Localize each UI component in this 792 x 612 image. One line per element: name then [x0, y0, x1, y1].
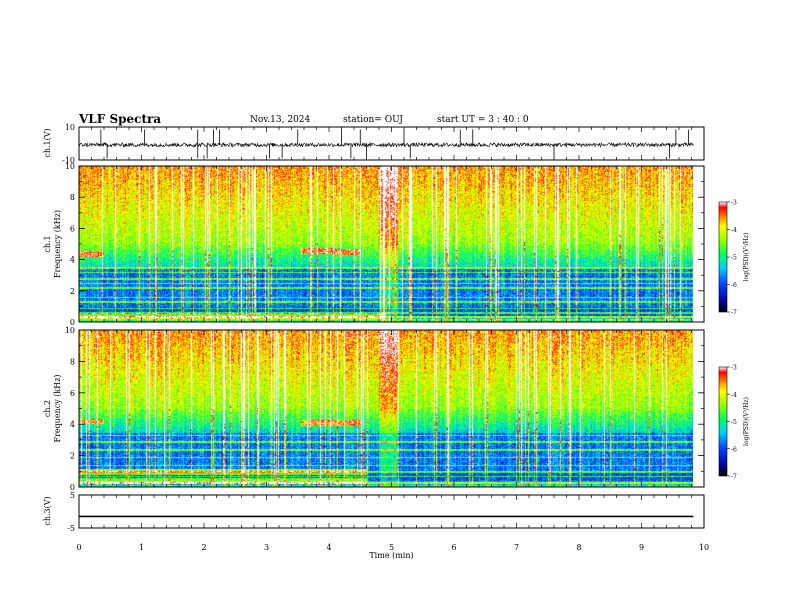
x-tick-label: 9 — [639, 543, 644, 552]
x-tick-label: 0 — [76, 543, 81, 552]
x-tick-label: 5 — [389, 543, 394, 552]
figure-title: VLF Spectra — [79, 112, 162, 126]
y-tick-label: -10 — [62, 156, 75, 165]
spectrogram-ylabel-channel: ch.2 — [43, 400, 52, 417]
colorbar-tick-label: -3 — [731, 200, 737, 207]
colorbar-tick-label: -5 — [731, 419, 737, 426]
x-tick-label: 6 — [451, 543, 456, 552]
ch3-waveform-ylabel: ch.3(V) — [43, 496, 52, 525]
x-tick-label: 10 — [699, 543, 709, 552]
x-tick-label: 3 — [264, 543, 269, 552]
y-tick-label: 8 — [70, 357, 75, 366]
y-tick-label: 0 — [70, 318, 75, 327]
colorbar-tick-label: -7 — [731, 310, 737, 317]
spectrogram-ylabel-freq: Frequency (kHz) — [53, 210, 62, 278]
y-tick-label: 4 — [70, 420, 75, 429]
colorbar-label: log(PSD)(V²/Hz) — [743, 233, 750, 282]
y-tick-label: 2 — [70, 287, 75, 296]
spectrogram-heatmap-ch2 — [79, 330, 693, 487]
spectrogram-ylabel-freq: Frequency (kHz) — [53, 374, 62, 442]
colorbar-tick-label: -6 — [731, 446, 737, 453]
colorbar-label: log(PSD)(V²/Hz) — [743, 397, 750, 446]
y-tick-label: 8 — [70, 193, 75, 202]
colorbar-tick-label: -3 — [731, 365, 737, 372]
colorbar-tick-label: -4 — [731, 392, 737, 399]
colorbar-tick-label: -7 — [731, 474, 737, 481]
colorbar-tick-label: -5 — [731, 255, 737, 262]
x-axis-title: Time (min) — [369, 551, 413, 560]
date-label: Nov.13, 2024 — [250, 115, 311, 125]
x-tick-label: 1 — [139, 543, 144, 552]
y-tick-label: 10 — [65, 123, 75, 132]
y-tick-label: 2 — [70, 452, 75, 461]
ch1-waveform-trace — [78, 141, 694, 148]
spectrogram-ylabel-channel: ch.1 — [43, 235, 52, 252]
colorbar-2 — [718, 366, 728, 477]
x-tick-label: 7 — [514, 543, 519, 552]
colorbar-tick-label: -6 — [731, 282, 737, 289]
ch1-waveform-ylabel: ch.1(V) — [43, 128, 52, 157]
y-tick-label: 5 — [70, 491, 75, 500]
y-tick-label: 10 — [65, 326, 75, 335]
y-tick-label: 10 — [65, 162, 75, 171]
y-tick-label: -5 — [67, 524, 75, 533]
y-tick-label: 6 — [70, 224, 75, 233]
y-tick-label: 6 — [70, 389, 75, 398]
start-time-label: start UT = 3 : 40 : 0 — [437, 115, 529, 125]
colorbar-1 — [718, 201, 728, 313]
y-tick-label: 4 — [70, 256, 75, 265]
colorbar-tick-label: -4 — [731, 227, 737, 234]
x-tick-label: 2 — [201, 543, 206, 552]
y-tick-label: 0 — [70, 483, 75, 492]
x-tick-label: 4 — [326, 543, 331, 552]
spectrogram-heatmap-ch1 — [79, 166, 693, 322]
x-tick-label: 8 — [576, 543, 581, 552]
station-label: station= OUJ — [343, 115, 404, 125]
